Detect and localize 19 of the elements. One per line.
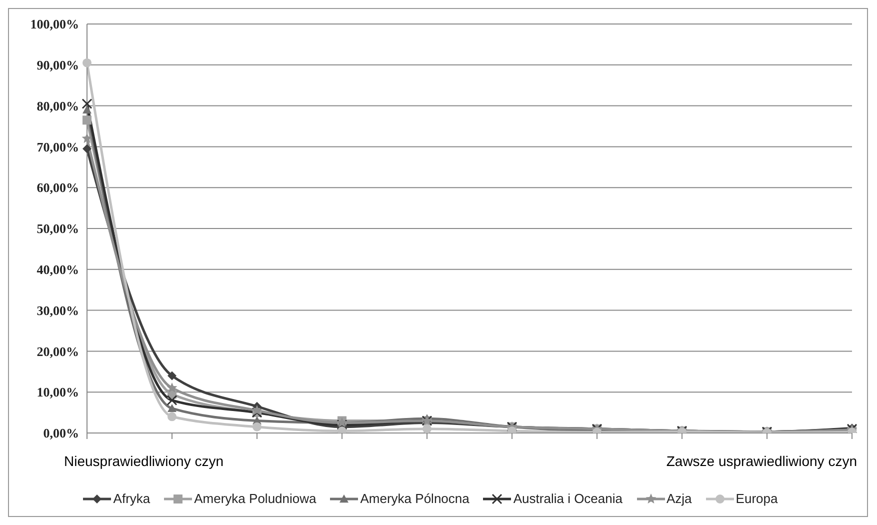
legend-label: Ameryka Pólnocna (360, 491, 470, 506)
y-tick-label: 70,00% (36, 139, 79, 154)
y-tick-label: 30,00% (36, 302, 79, 318)
y-tick-label: 80,00% (36, 98, 79, 114)
legend-label: Australia i Oceania (513, 491, 622, 506)
y-tick-label: 40,00% (36, 262, 79, 278)
y-tick-label: 100,00% (30, 16, 79, 32)
y-tick-label: 0,00% (43, 426, 79, 441)
y-tick-label: 90,00% (36, 58, 79, 73)
text: Nieusprawiedliwiony czyn (64, 453, 224, 469)
y-tick-label: 50,00% (36, 221, 79, 236)
legend-label: Afryka (113, 491, 150, 506)
legend-label: Europa (736, 491, 778, 506)
y-tick-label: 10,00% (36, 384, 79, 400)
y-tick-label: 20,00% (36, 344, 79, 359)
legend-label: Ameryka Poludniowa (194, 491, 316, 506)
y-tick-label: 60,00% (36, 180, 79, 196)
legend-label: Azja (666, 491, 692, 506)
text: Zawsze usprawiedliwiony czyn (666, 453, 857, 469)
